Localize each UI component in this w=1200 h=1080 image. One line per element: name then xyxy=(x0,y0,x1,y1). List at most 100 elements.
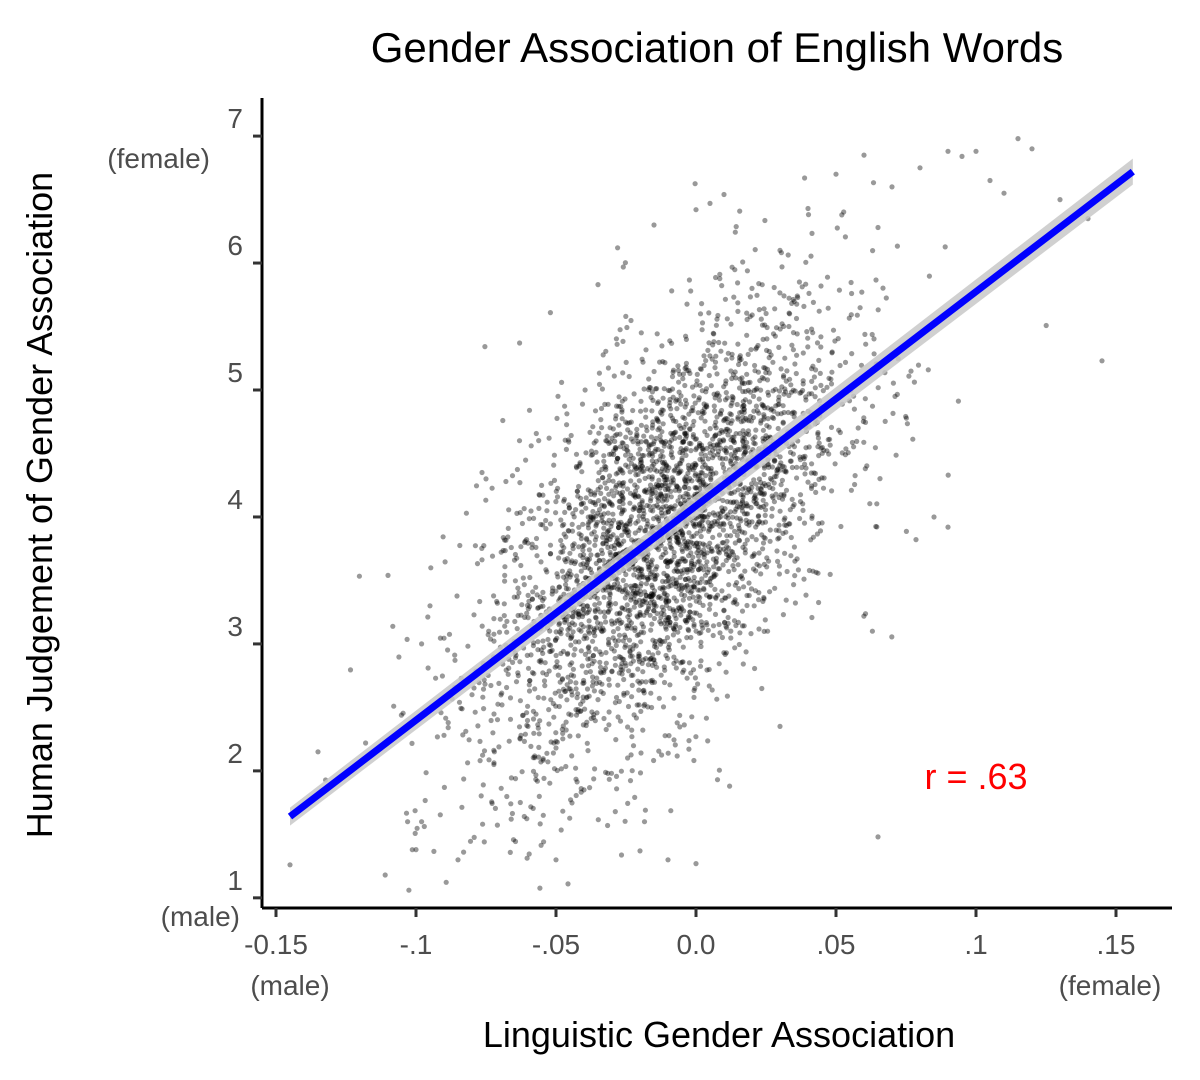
scatter-point xyxy=(776,571,783,577)
scatter-point xyxy=(738,501,744,507)
scatter-point xyxy=(633,590,639,596)
scatter-point xyxy=(541,839,547,845)
scatter-point xyxy=(761,365,767,371)
scatter-point xyxy=(893,452,899,458)
scatter-point xyxy=(790,409,796,415)
scatter-point xyxy=(556,584,562,590)
scatter-point xyxy=(647,574,653,581)
scatter-point xyxy=(723,623,729,630)
scatter-point xyxy=(600,474,606,481)
scatter-point xyxy=(593,521,599,527)
scatter-point xyxy=(607,536,613,543)
scatter-point xyxy=(618,510,625,517)
scatter-point xyxy=(771,415,777,421)
scatter-point xyxy=(622,660,628,666)
scatter-point xyxy=(685,539,691,545)
scatter-point xyxy=(553,857,559,863)
scatter-point xyxy=(762,507,769,513)
scatter-point xyxy=(725,350,731,356)
scatter-point xyxy=(605,822,611,829)
scatter-point xyxy=(693,610,700,616)
scatter-point xyxy=(740,661,746,667)
scatter-point xyxy=(874,524,880,530)
scatter-point xyxy=(781,293,787,299)
scatter-point xyxy=(637,460,644,466)
scatter-point xyxy=(827,436,833,442)
scatter-point xyxy=(747,399,753,405)
scatter-point xyxy=(706,528,712,534)
scatter-point xyxy=(723,357,729,363)
scatter-point xyxy=(713,595,719,601)
scatter-point xyxy=(673,583,679,590)
scatter-point xyxy=(597,669,604,675)
scatter-point xyxy=(533,584,539,590)
scatter-point xyxy=(524,855,530,861)
scatter-point xyxy=(834,225,840,231)
scatter-point xyxy=(568,572,574,578)
scatter-point xyxy=(753,346,759,352)
scatter-point xyxy=(572,622,578,628)
scatter-point xyxy=(714,316,720,322)
scatter-point xyxy=(665,509,672,515)
scatter-point xyxy=(693,861,699,867)
scatter-point xyxy=(645,704,651,710)
scatter-point xyxy=(758,487,764,493)
scatter-point xyxy=(674,598,680,604)
scatter-point xyxy=(842,359,849,365)
scatter-point xyxy=(559,542,565,548)
scatter-point xyxy=(716,621,722,628)
scatter-point xyxy=(749,485,755,491)
scatter-point xyxy=(647,498,654,504)
scatter-point xyxy=(660,454,666,460)
scatter-point xyxy=(686,440,693,446)
scatter-point xyxy=(628,436,634,442)
scatter-point xyxy=(494,598,500,605)
scatter-point xyxy=(773,325,780,331)
scatter-point xyxy=(758,420,764,426)
scatter-point xyxy=(770,486,776,492)
scatter-point xyxy=(595,478,601,484)
scatter-point xyxy=(663,595,669,601)
scatter-point xyxy=(486,628,492,634)
scatter-point xyxy=(700,602,706,609)
scatter-point xyxy=(641,819,648,825)
scatter-point xyxy=(567,574,573,580)
scatter-point xyxy=(781,493,787,499)
scatter-point xyxy=(739,379,745,385)
scatter-point xyxy=(620,264,626,270)
scatter-point xyxy=(737,516,743,522)
scatter-point xyxy=(706,594,713,600)
scatter-point xyxy=(570,542,576,549)
scatter-point xyxy=(614,431,620,437)
scatter-point xyxy=(663,550,669,556)
scatter-point xyxy=(767,475,774,482)
scatter-point xyxy=(755,369,762,375)
scatter-point xyxy=(479,557,485,563)
scatter-point xyxy=(651,608,657,614)
scatter-point xyxy=(647,571,654,577)
scatter-point xyxy=(613,416,619,422)
scatter-point xyxy=(698,639,704,645)
scatter-point xyxy=(707,576,714,582)
scatter-point xyxy=(656,547,662,553)
scatter-point xyxy=(608,585,614,591)
scatter-point xyxy=(698,415,704,421)
scatter-point xyxy=(657,638,664,644)
scatter-point xyxy=(630,506,636,512)
scatter-point xyxy=(734,455,741,462)
scatter-point xyxy=(654,331,660,337)
scatter-point xyxy=(753,501,759,507)
scatter-point xyxy=(758,316,764,322)
scatter-point xyxy=(756,307,763,313)
scatter-point xyxy=(740,399,746,405)
scatter-point xyxy=(609,669,615,675)
scatter-point xyxy=(699,301,705,307)
scatter-point xyxy=(684,582,690,588)
y-tick-label: 7 xyxy=(227,103,243,134)
scatter-point xyxy=(504,629,510,635)
scatter-point xyxy=(517,799,523,806)
scatter-point xyxy=(494,717,501,723)
scatter-point xyxy=(682,558,688,564)
scatter-point xyxy=(560,723,566,729)
scatter-point xyxy=(547,542,554,548)
